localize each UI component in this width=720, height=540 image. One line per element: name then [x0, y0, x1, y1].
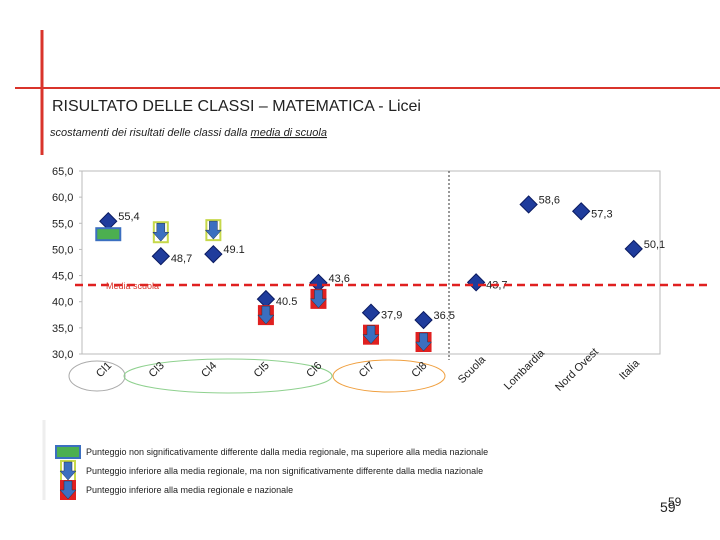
group-ellipse [68, 360, 126, 392]
point [256, 289, 276, 309]
icon-arrow [152, 222, 170, 242]
icon-box [55, 445, 81, 459]
y-tick-label: 35,0 [52, 323, 73, 335]
value-label: 50,1 [644, 239, 665, 251]
subtitle: scostamenti dei risultati delle classi d… [50, 127, 327, 139]
point [99, 212, 118, 231]
legend-label: Punteggio inferiore alla media regionale… [86, 466, 483, 476]
reference-label: Media scuola [106, 281, 159, 291]
icon-arrow [204, 220, 222, 240]
significance-icon [59, 480, 77, 500]
significance-icon [257, 305, 275, 326]
y-tick-label: 65,0 [52, 166, 73, 178]
x-tick-label: Cl5 [252, 360, 272, 380]
legend-label: Punteggio inferiore alla media regionale… [86, 485, 293, 495]
significance-icon [362, 324, 380, 345]
value-label: 36.5 [434, 310, 455, 322]
page-number: 59 [660, 499, 676, 515]
value-label: 43,6 [328, 273, 349, 285]
significance-icon [204, 219, 222, 242]
x-tick-label: Nord Ovest [553, 346, 601, 394]
x-tick-label: Cl6 [304, 360, 324, 380]
x-tick-label: Cl4 [199, 360, 219, 380]
value-label: 58,6 [539, 194, 560, 206]
subtitle-text: scostamenti dei risultati delle classi d… [50, 127, 251, 139]
value-label: 49.1 [223, 244, 244, 256]
y-tick-label: 45,0 [52, 271, 73, 283]
legend-label: Punteggio non significativamente differe… [86, 447, 488, 457]
significance-icon [152, 221, 170, 244]
point [309, 273, 328, 293]
value-label: 37,9 [381, 310, 402, 322]
point [361, 303, 381, 322]
x-tick-label: Cl7 [357, 360, 377, 380]
icon-arrow [414, 332, 433, 352]
value-label: 40.5 [276, 296, 297, 308]
icon-arrow [362, 325, 380, 345]
value-label: 48,7 [171, 253, 192, 265]
point [571, 202, 591, 221]
subtitle-link: media di scuola [251, 127, 327, 139]
x-tick-label: Scuola [456, 353, 489, 386]
significance-icon [95, 227, 122, 242]
icon-box [95, 227, 122, 242]
point [466, 273, 486, 292]
point [151, 247, 171, 266]
significance-icon [309, 288, 328, 309]
plot-area [81, 170, 661, 355]
title: RISULTATO DELLE CLASSI – MATEMATICA - Li… [52, 98, 421, 115]
significance-icon [59, 460, 77, 482]
value-label: 55,4 [118, 211, 139, 223]
x-tick-label: Cl8 [409, 360, 429, 380]
y-tick-label: 50,0 [52, 244, 73, 256]
icon-arrow [59, 480, 77, 500]
icon-arrow [257, 305, 275, 325]
icon-arrow [309, 289, 328, 309]
significance-icon [414, 332, 433, 353]
point [204, 244, 223, 264]
group-ellipse [332, 359, 446, 393]
point [624, 239, 643, 259]
group-ellipse [123, 358, 333, 394]
page-number: 59 [668, 495, 682, 509]
point [414, 310, 433, 330]
point [519, 195, 538, 214]
significance-icon [55, 445, 81, 459]
y-tick-label: 55,0 [52, 218, 73, 230]
y-tick-label: 30,0 [52, 349, 73, 361]
y-tick-label: 60,0 [52, 192, 73, 204]
y-tick-label: 40,0 [52, 297, 73, 309]
x-tick-label: Italia [617, 357, 643, 383]
value-label: 57,3 [591, 208, 612, 220]
icon-arrow [59, 461, 77, 481]
